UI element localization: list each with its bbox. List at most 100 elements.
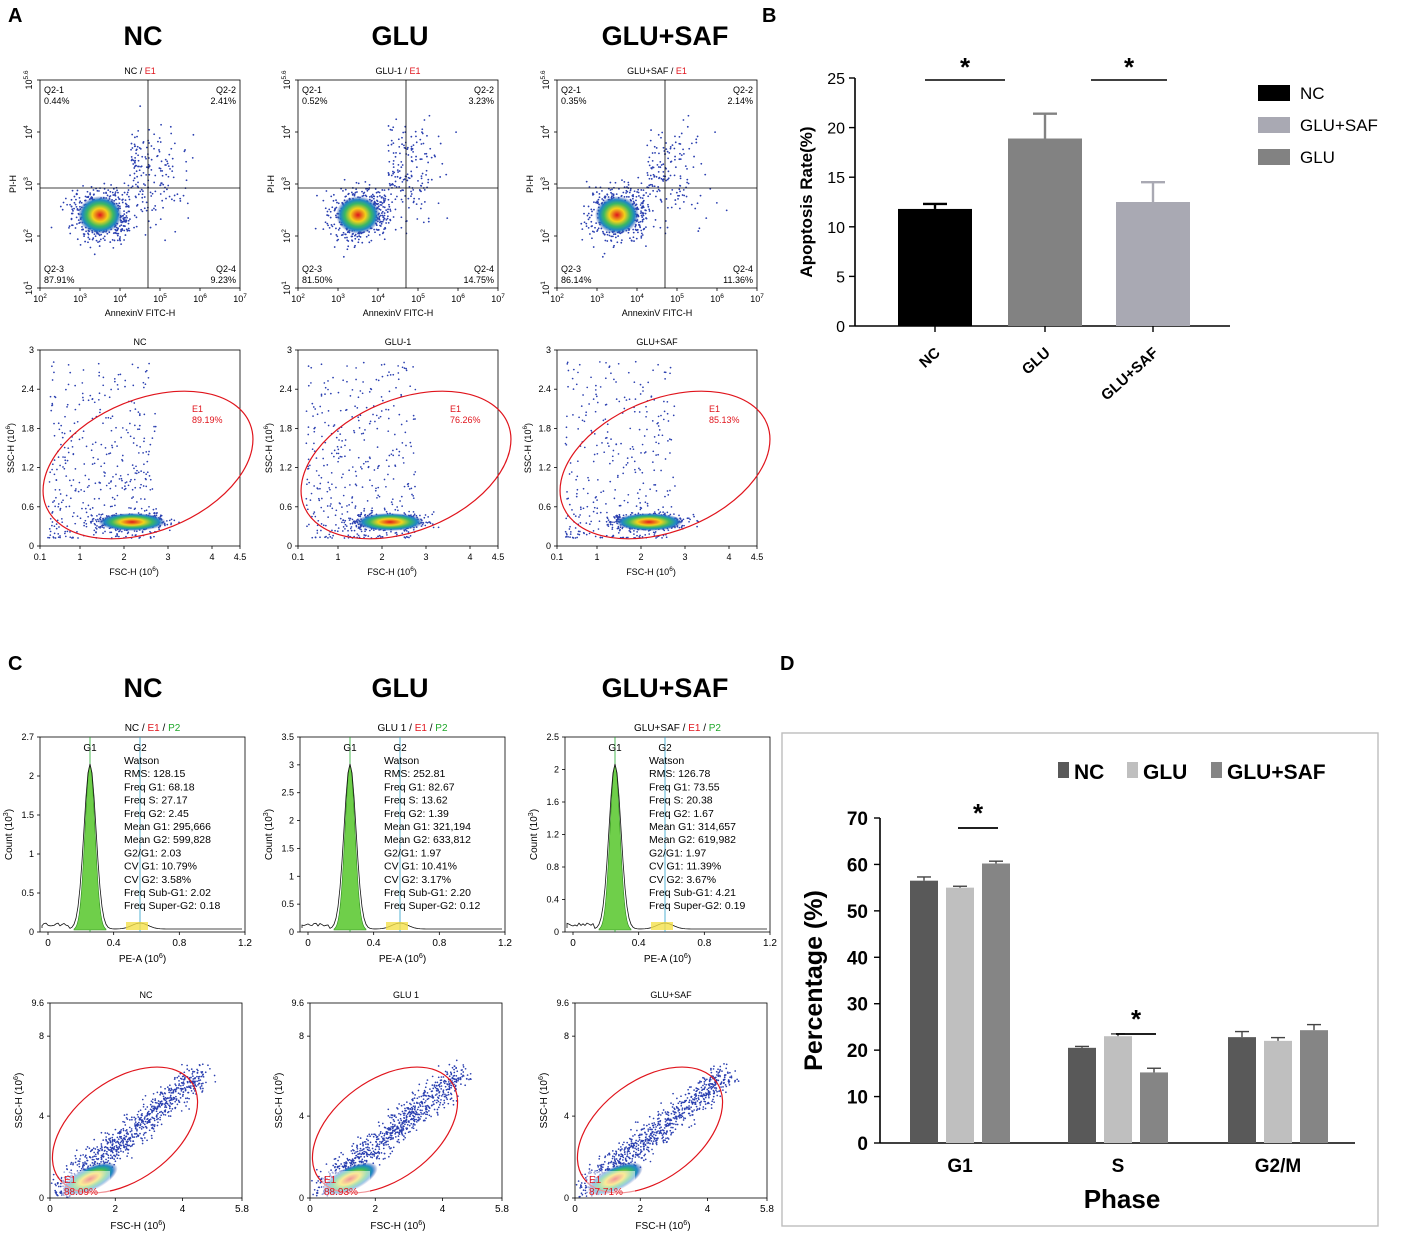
scatter-dot — [670, 193, 672, 195]
y-axis-label: SSC-H (106) — [263, 423, 274, 473]
scatter-dot — [592, 194, 594, 196]
scatter-dot — [640, 230, 642, 232]
scatter-dot — [168, 165, 170, 167]
scatter-dot — [401, 181, 403, 183]
scatter-dot — [667, 413, 669, 415]
scatter-dot — [98, 190, 100, 192]
scatter-dot — [152, 488, 154, 490]
scatter-dot — [99, 412, 101, 414]
scatter-dot — [125, 203, 127, 205]
x-tick-label: 3 — [165, 552, 170, 562]
scatter-dot — [311, 537, 313, 539]
scatter-dot — [606, 521, 608, 523]
scatter-dot — [52, 501, 54, 503]
scatter-dot — [407, 485, 409, 487]
scatter-dot — [658, 152, 660, 154]
scatter-dot — [377, 494, 379, 496]
scatter-dot — [320, 530, 322, 532]
scatter-dot — [166, 520, 168, 522]
scatter-dot — [53, 423, 55, 425]
x-tick-label: 4 — [467, 552, 472, 562]
quadrant-value: 11.36% — [723, 275, 753, 285]
scatter-dot — [104, 475, 106, 477]
scatter-dot — [75, 488, 77, 490]
scatter-dot — [677, 198, 679, 200]
scatter-dot — [327, 211, 329, 213]
scatter-dot — [324, 422, 326, 424]
scatter-dot — [656, 423, 658, 425]
scatter-dot — [370, 513, 372, 515]
scatter-dot — [593, 231, 595, 233]
scatter-dot — [335, 524, 337, 526]
scatter-dot — [610, 372, 612, 374]
scatter-dot — [400, 177, 402, 179]
scatter-dot — [645, 213, 647, 215]
scatter-dot — [354, 530, 356, 532]
scatter-dot — [409, 186, 411, 188]
y-tick-label: 2.4 — [279, 384, 292, 394]
scatter-dot — [144, 510, 146, 512]
scatter-dot — [145, 451, 147, 453]
scatter-dot — [637, 189, 639, 191]
scatter-dot — [164, 239, 166, 241]
scatter-dot — [96, 525, 98, 527]
scatter-dot — [93, 189, 95, 191]
scatter-dot — [405, 445, 407, 447]
scatter-dot — [645, 192, 647, 194]
scatter-dot — [438, 526, 440, 528]
scatter-dot — [97, 458, 99, 460]
scatter-dot — [89, 238, 91, 240]
scatter-dot — [388, 409, 390, 411]
scatter-dot — [399, 500, 401, 502]
scatter-dot — [162, 207, 164, 209]
scatter-dot — [102, 532, 104, 534]
scatter-dot — [115, 195, 117, 197]
scatter-dot — [593, 530, 595, 532]
scatter-dot — [160, 170, 162, 172]
scatter-dot — [331, 206, 333, 208]
scatter-dot — [329, 227, 331, 229]
scatter-dot — [73, 512, 75, 514]
scatter-dot — [151, 159, 153, 161]
scatter-dot — [595, 497, 597, 499]
scatter-dot — [143, 463, 145, 465]
scatter-dot — [100, 489, 102, 491]
scatter-dot — [640, 393, 642, 395]
scatter-dot — [128, 223, 130, 225]
scatter-dot — [566, 444, 568, 446]
scatter-dot — [374, 421, 376, 423]
scatter-dot — [645, 406, 647, 408]
scatter-dot — [639, 225, 641, 227]
scatter-dot — [395, 156, 397, 158]
scatter-dot — [395, 152, 397, 154]
scatter-dot — [639, 411, 641, 413]
scatter-dot — [667, 207, 669, 209]
scatter-dot — [586, 534, 588, 536]
scatter-dot — [351, 239, 353, 241]
scatter-dot — [52, 379, 54, 381]
scatter-dot — [144, 156, 146, 158]
scatter-dot — [662, 506, 664, 508]
scatter-dot — [406, 536, 408, 538]
scatter-dot — [131, 143, 133, 145]
scatter-dot — [360, 466, 362, 468]
scatter-dot — [172, 166, 174, 168]
scatter-dot — [420, 185, 422, 187]
scatter-dot — [655, 531, 657, 533]
scatter-dot — [116, 233, 118, 235]
scatter-dot — [99, 409, 101, 411]
scatter-dot — [394, 198, 396, 200]
scatter-dot — [577, 372, 579, 374]
scatter-dot — [132, 489, 134, 491]
scatter-dot — [94, 498, 96, 500]
scatter-dot — [650, 167, 652, 169]
scatter-dot — [143, 172, 145, 174]
scatter-dot — [427, 162, 429, 164]
scatter-dot — [368, 241, 370, 243]
scatter-dot — [68, 452, 70, 454]
scatter-dot — [377, 466, 379, 468]
scatter-dot — [173, 200, 175, 202]
scatter-dot — [359, 516, 361, 518]
scatter-dot — [363, 463, 365, 465]
